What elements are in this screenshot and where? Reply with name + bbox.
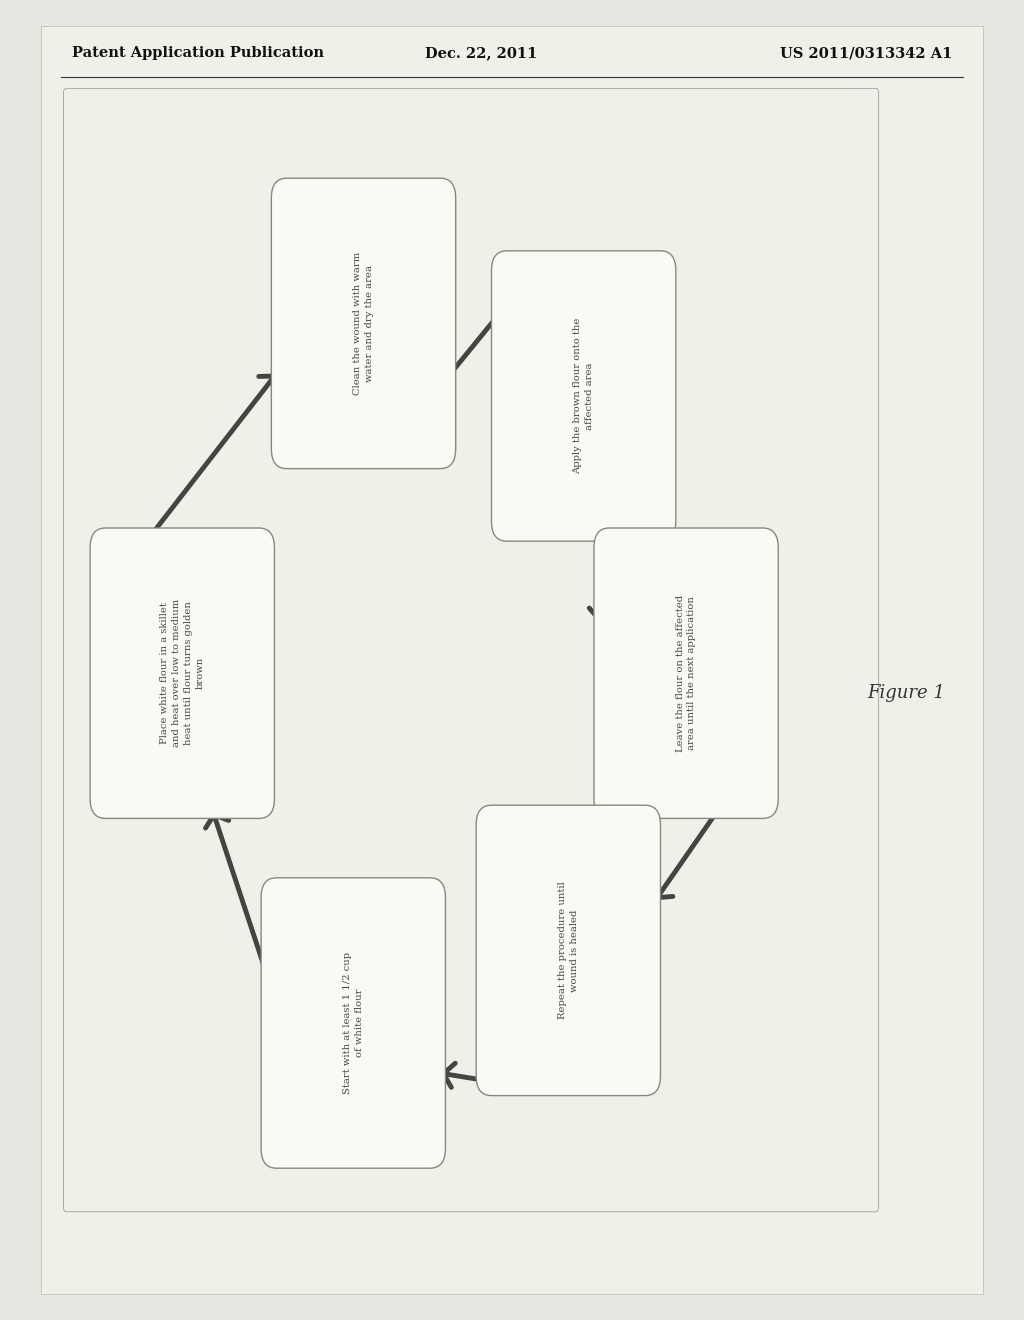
Text: Start with at least 1 1/2 cup
of white flour: Start with at least 1 1/2 cup of white f…	[343, 952, 364, 1094]
Text: Apply the brown flour onto the
affected area: Apply the brown flour onto the affected …	[573, 318, 594, 474]
FancyBboxPatch shape	[271, 178, 456, 469]
FancyBboxPatch shape	[492, 251, 676, 541]
Text: Patent Application Publication: Patent Application Publication	[72, 46, 324, 61]
FancyBboxPatch shape	[261, 878, 445, 1168]
Text: Figure 1: Figure 1	[867, 684, 945, 702]
FancyBboxPatch shape	[476, 805, 660, 1096]
Text: Clean the wound with warm
water and dry the area: Clean the wound with warm water and dry …	[353, 252, 374, 395]
Text: Place white flour in a skillet
and heat over low to medium
heat until flour turn: Place white flour in a skillet and heat …	[160, 599, 205, 747]
Text: Leave the flour on the affected
area until the next application: Leave the flour on the affected area unt…	[676, 594, 696, 752]
FancyBboxPatch shape	[41, 26, 983, 1294]
Text: Repeat the procedure until
wound is healed: Repeat the procedure until wound is heal…	[558, 882, 579, 1019]
FancyBboxPatch shape	[594, 528, 778, 818]
Text: US 2011/0313342 A1: US 2011/0313342 A1	[780, 46, 952, 61]
Text: Dec. 22, 2011: Dec. 22, 2011	[425, 46, 538, 61]
FancyBboxPatch shape	[90, 528, 274, 818]
